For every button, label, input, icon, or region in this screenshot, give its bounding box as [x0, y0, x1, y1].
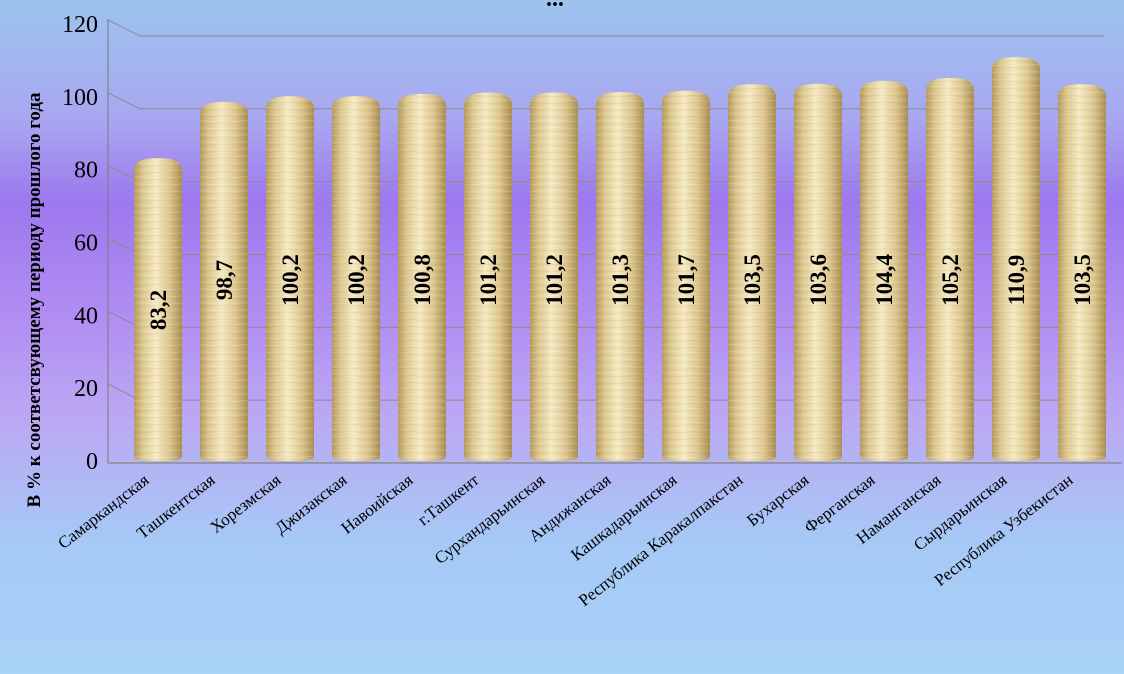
value-label: 101,3	[608, 254, 633, 306]
value-label: 104,4	[872, 254, 897, 306]
bar	[992, 57, 1040, 462]
value-label: 103,5	[1070, 254, 1095, 306]
value-label: 110,9	[1004, 255, 1029, 305]
category-label: Самаркандская	[54, 470, 152, 553]
category-label: Джизакская	[271, 470, 350, 538]
bar	[332, 96, 380, 461]
category-label: Сурхандарьинская	[431, 470, 549, 568]
bar	[794, 83, 842, 462]
y-tick-label: 60	[74, 231, 98, 257]
bar	[200, 101, 248, 461]
y-tick-label: 0	[86, 449, 98, 475]
value-label: 100,8	[410, 254, 435, 306]
chart-title: ...	[546, 0, 564, 12]
category-label: Хорезмская	[206, 470, 284, 537]
value-label: 100,2	[278, 254, 303, 306]
value-label: 100,2	[344, 254, 369, 306]
value-label: 103,6	[806, 254, 831, 306]
bar	[860, 80, 908, 461]
category-labels: СамаркандскаяТашкентскаяХорезмскаяДжизак…	[54, 470, 1076, 610]
value-label: 83,2	[146, 290, 171, 330]
y-tick-labels: 0 20 40 60 80 100 120	[62, 12, 98, 475]
y-tick-label: 20	[74, 376, 98, 402]
bar	[596, 92, 644, 461]
value-labels: 83,2 98,7 100,2 100,2 100,8 101,2 101,2 101,3 10…	[146, 254, 1095, 331]
y-tick-label: 120	[62, 12, 98, 38]
gridline	[107, 19, 1104, 37]
bars	[134, 57, 1106, 462]
y-tick-label: 40	[74, 303, 98, 329]
bar	[266, 96, 314, 461]
value-label: 101,2	[542, 254, 567, 306]
bar	[398, 93, 446, 462]
y-axis-label: В % к соответсвующему периоду прошлого г…	[24, 92, 45, 507]
value-label: 101,2	[476, 254, 501, 306]
bar	[464, 92, 512, 462]
value-label: 101,7	[674, 254, 699, 306]
gridline	[107, 92, 1104, 110]
value-label: 98,7	[212, 260, 237, 300]
bar	[1058, 84, 1106, 462]
value-label: 103,5	[740, 254, 765, 306]
plot-frame	[107, 19, 1122, 464]
value-label: 105,2	[938, 254, 963, 306]
bar	[134, 158, 182, 461]
bar	[728, 84, 776, 462]
y-tick-label: 100	[62, 85, 98, 111]
bar	[926, 77, 974, 461]
category-label: Навоийская	[338, 470, 417, 538]
bar	[530, 92, 578, 462]
y-tick-label: 80	[74, 158, 98, 184]
bar	[662, 90, 710, 461]
